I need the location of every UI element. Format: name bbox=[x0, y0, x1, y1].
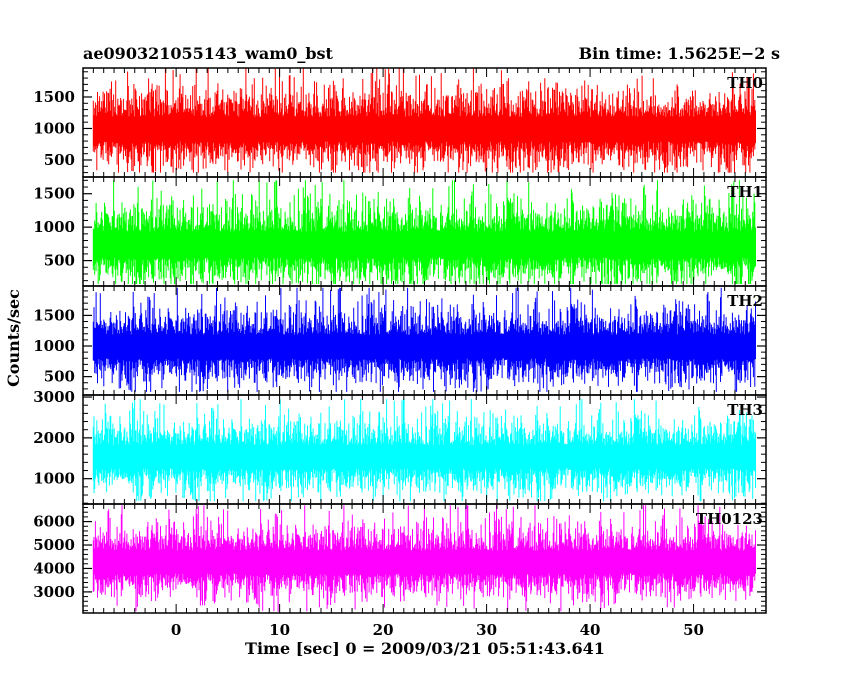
panel-th0123: 3000 4000 5000 6000 TH0123 bbox=[33, 503, 767, 614]
y-tick-label: 3000 bbox=[33, 388, 75, 406]
y-tick-label: 1000 bbox=[33, 337, 75, 355]
x-tick-label: 40 bbox=[580, 621, 601, 639]
y-tick-label: 6000 bbox=[33, 513, 75, 531]
y-tick-label: 3000 bbox=[33, 583, 75, 601]
panel-label: TH2 bbox=[727, 292, 763, 310]
panel-label: TH3 bbox=[727, 401, 763, 419]
y-tick-label: 1500 bbox=[33, 185, 75, 203]
y-tick-label: 500 bbox=[44, 252, 75, 270]
y-tick-label: 1000 bbox=[33, 119, 75, 137]
series-core-th1 bbox=[93, 231, 756, 258]
y-tick-label: 2000 bbox=[33, 429, 75, 447]
x-tick-label: 0 bbox=[171, 621, 181, 639]
panel-th0: 500 1000 1500 TH0 bbox=[33, 67, 767, 178]
panel-label: TH1 bbox=[727, 183, 763, 201]
x-tick-label: 10 bbox=[269, 621, 290, 639]
x-tick-label: 50 bbox=[683, 621, 704, 639]
y-tick-label: 500 bbox=[44, 368, 75, 386]
panel-th1: 500 1000 1500 TH1 bbox=[33, 176, 767, 287]
x-axis-title: Time [sec] 0 = 2009/03/21 05:51:43.641 bbox=[245, 639, 605, 658]
y-axis-title: Counts/sec bbox=[4, 289, 23, 387]
series-core-th2 bbox=[93, 334, 756, 359]
y-tick-label: 1500 bbox=[33, 306, 75, 324]
y-tick-label: 5000 bbox=[33, 536, 75, 554]
panel-th2: 500 1000 1500 TH2 bbox=[33, 285, 767, 396]
panel-th3: 1000 2000 3000 TH3 bbox=[33, 388, 767, 505]
y-tick-label: 4000 bbox=[33, 559, 75, 577]
x-tick-label: 20 bbox=[373, 621, 394, 639]
y-tick-label: 500 bbox=[44, 151, 75, 169]
panel-label: TH0123 bbox=[696, 510, 763, 528]
y-tick-label: 1500 bbox=[33, 88, 75, 106]
bin-time-label: Bin time: 1.5625E−2 s bbox=[579, 44, 780, 63]
y-tick-label: 1000 bbox=[33, 218, 75, 236]
x-tick-label: 30 bbox=[476, 621, 497, 639]
series-core-th3 bbox=[93, 445, 756, 469]
series-core-th0123 bbox=[93, 550, 756, 574]
series-core-th0 bbox=[93, 116, 756, 142]
plot-title: ae090321055143_wam0_bst bbox=[83, 44, 334, 63]
y-tick-label: 1000 bbox=[33, 470, 75, 488]
panel-label: TH0 bbox=[727, 74, 763, 92]
